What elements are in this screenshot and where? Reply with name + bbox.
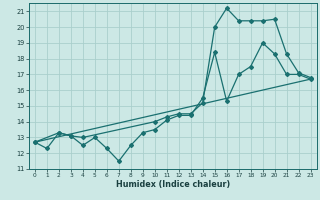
X-axis label: Humidex (Indice chaleur): Humidex (Indice chaleur) bbox=[116, 180, 230, 189]
